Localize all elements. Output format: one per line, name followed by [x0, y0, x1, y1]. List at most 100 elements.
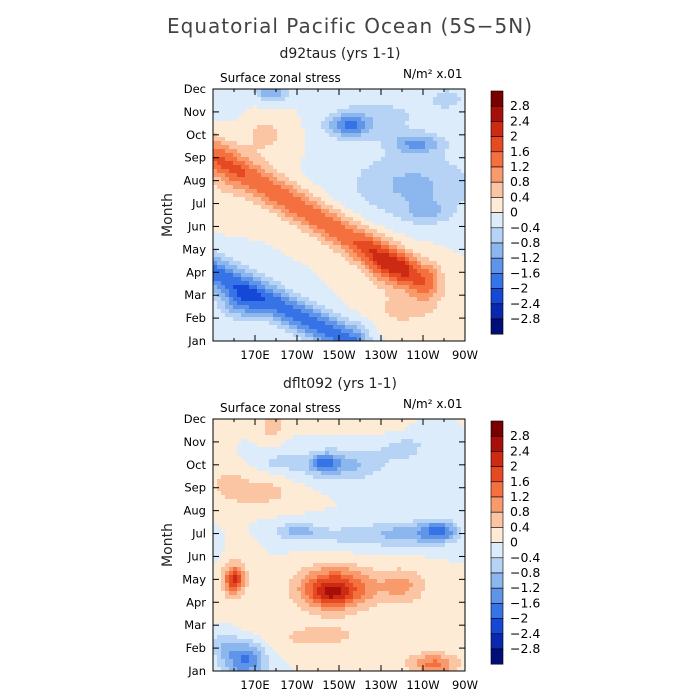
field-cell: [225, 459, 230, 464]
field-cell: [393, 201, 398, 206]
field-cell: [233, 241, 238, 246]
field-cell: [309, 209, 314, 214]
field-cell: [353, 117, 358, 122]
field-cell: [285, 435, 290, 440]
field-cell: [213, 173, 218, 178]
field-cell: [233, 129, 238, 134]
field-cell: [309, 93, 314, 98]
field-cell: [229, 297, 234, 302]
field-cell: [301, 209, 306, 214]
field-cell: [241, 273, 246, 278]
field-cell: [449, 141, 454, 146]
field-cell: [409, 117, 414, 122]
field-cell: [221, 221, 226, 226]
field-cell: [389, 145, 394, 150]
field-cell: [337, 173, 342, 178]
field-cell: [225, 455, 230, 460]
field-cell: [345, 431, 350, 436]
field-cell: [333, 181, 338, 186]
field-cell: [277, 145, 282, 150]
field-cell: [245, 101, 250, 106]
field-cell: [401, 241, 406, 246]
field-cell: [337, 117, 342, 122]
field-cell: [373, 213, 378, 218]
field-cell: [397, 269, 402, 274]
field-cell: [293, 145, 298, 150]
field-cell: [345, 221, 350, 226]
field-cell: [229, 213, 234, 218]
field-cell: [333, 321, 338, 326]
field-cell: [361, 281, 366, 286]
field-cell: [385, 213, 390, 218]
field-cell: [309, 443, 314, 448]
field-cell: [221, 325, 226, 330]
field-cell: [257, 297, 262, 302]
field-cell: [349, 285, 354, 290]
field-cell: [281, 459, 286, 464]
field-cell: [417, 153, 422, 158]
field-cell: [457, 447, 462, 452]
field-cell: [349, 423, 354, 428]
field-cell: [445, 205, 450, 210]
field-cell: [301, 93, 306, 98]
field-cell: [257, 329, 262, 334]
field-cell: [433, 185, 438, 190]
field-cell: [345, 205, 350, 210]
field-cell: [389, 201, 394, 206]
field-cell: [409, 435, 414, 440]
field-cell: [357, 245, 362, 250]
field-cell: [297, 165, 302, 170]
field-cell: [421, 209, 426, 214]
field-cell: [297, 241, 302, 246]
field-cell: [329, 337, 334, 342]
field-cell: [305, 459, 310, 464]
field-cell: [225, 257, 230, 262]
field-cell: [249, 285, 254, 290]
field-cell: [257, 325, 262, 330]
field-cell: [369, 145, 374, 150]
field-cell: [401, 333, 406, 338]
field-cell: [365, 475, 370, 480]
field-cell: [253, 427, 258, 432]
field-cell: [437, 261, 442, 266]
field-cell: [357, 439, 362, 444]
field-cell: [393, 443, 398, 448]
field-cell: [225, 225, 230, 230]
field-cell: [221, 273, 226, 278]
field-cell: [357, 419, 362, 424]
field-cell: [401, 221, 406, 226]
field-cell: [289, 443, 294, 448]
field-cell: [445, 317, 450, 322]
field-cell: [389, 455, 394, 460]
field-cell: [253, 265, 258, 270]
field-cell: [221, 265, 226, 270]
field-cell: [221, 109, 226, 114]
field-cell: [249, 439, 254, 444]
field-cell: [329, 423, 334, 428]
field-cell: [333, 443, 338, 448]
field-cell: [337, 157, 342, 162]
field-cell: [385, 157, 390, 162]
field-cell: [217, 427, 222, 432]
field-cell: [261, 125, 266, 130]
field-cell: [273, 105, 278, 110]
field-cell: [245, 113, 250, 118]
field-cell: [333, 471, 338, 476]
field-cell: [213, 431, 218, 436]
field-cell: [261, 141, 266, 146]
field-cell: [257, 447, 262, 452]
field-cell: [385, 129, 390, 134]
field-cell: [233, 105, 238, 110]
field-cell: [433, 101, 438, 106]
field-cell: [277, 277, 282, 282]
field-cell: [449, 281, 454, 286]
field-cell: [369, 313, 374, 318]
field-cell: [453, 165, 458, 170]
field-cell: [289, 177, 294, 182]
field-cell: [229, 181, 234, 186]
field-cell: [453, 273, 458, 278]
field-cell: [273, 109, 278, 114]
field-cell: [461, 101, 466, 106]
field-cell: [221, 181, 226, 186]
field-cell: [269, 229, 274, 234]
